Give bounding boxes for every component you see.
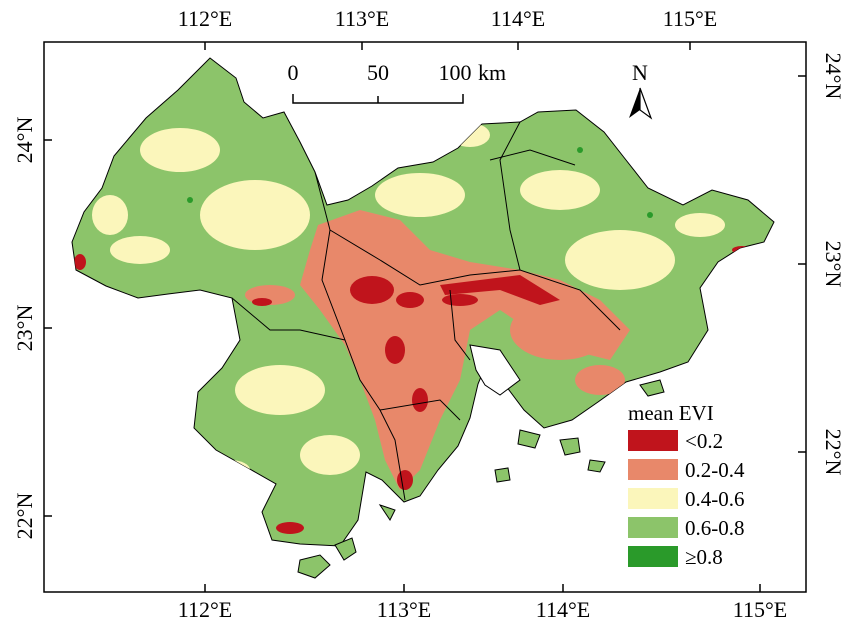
evi-class-ge-0-8 (187, 147, 653, 218)
estuary (469, 344, 521, 396)
admin-boundaries (231, 121, 621, 501)
legend-label-5: ≥0.8 (685, 545, 723, 569)
lon-label-bottom-3: 114°E (536, 597, 590, 622)
evi-class-lt-0-2 (74, 246, 752, 534)
legend-item-1: <0.2 (628, 429, 723, 453)
scale-bar-line (292, 94, 464, 104)
lon-label-bottom-1: 112°E (178, 597, 232, 622)
scale-unit: km (478, 60, 506, 85)
lat-label-left-1: 24°N (12, 117, 37, 164)
lat-labels-right: 24°N 23°N 22°N (821, 53, 846, 476)
lon-labels-top: 112°E 113°E 114°E 115°E (178, 6, 717, 31)
legend-label-3: 0.4-0.6 (685, 487, 745, 511)
north-label: N (632, 60, 648, 85)
legend-label-1: <0.2 (685, 429, 723, 453)
lat-label-right-1: 24°N (821, 53, 846, 100)
lat-label-left-2: 23°N (12, 305, 37, 352)
legend-swatch-2 (628, 459, 678, 480)
lat-label-left-3: 22°N (12, 493, 37, 540)
legend-label-4: 0.6-0.8 (685, 516, 745, 540)
scale-tick-0: 0 (288, 60, 299, 85)
lon-label-top-3: 114°E (491, 6, 545, 31)
legend-swatch-4 (628, 517, 678, 538)
legend-item-4: 0.6-0.8 (628, 516, 745, 540)
lon-label-top-4: 115°E (663, 6, 717, 31)
legend-label-2: 0.2-0.4 (685, 458, 745, 482)
scale-bar: 0 50 100 km (288, 60, 506, 104)
evi-class-0-4-0-6 (92, 123, 725, 480)
north-arrow-icon (629, 87, 653, 120)
legend-title: mean EVI (628, 401, 714, 425)
scale-tick-100: 100 (439, 60, 472, 85)
lon-labels-bottom: 112°E 113°E 114°E 115°E (178, 597, 787, 622)
legend-swatch-3 (628, 488, 678, 509)
lon-label-bottom-2: 113°E (377, 597, 431, 622)
lat-label-right-2: 23°N (821, 241, 846, 288)
lat-label-right-3: 22°N (821, 429, 846, 476)
land-area (71, 57, 775, 579)
legend-item-2: 0.2-0.4 (628, 458, 745, 482)
lon-label-top-1: 112°E (178, 6, 232, 31)
legend: mean EVI <0.2 0.2-0.4 0.4-0.6 0.6-0.8 ≥0… (628, 401, 745, 569)
lon-label-bottom-4: 115°E (733, 597, 787, 622)
north-arrow: N (629, 60, 653, 120)
lon-label-top-2: 113°E (335, 6, 389, 31)
legend-item-5: ≥0.8 (628, 545, 723, 569)
legend-swatch-5 (628, 546, 678, 567)
lat-labels-left: 24°N 23°N 22°N (12, 117, 37, 540)
frame-ticks (44, 42, 806, 592)
legend-item-3: 0.4-0.6 (628, 487, 745, 511)
legend-swatch-1 (628, 430, 678, 451)
scale-tick-50: 50 (367, 60, 389, 85)
islands (297, 379, 665, 579)
